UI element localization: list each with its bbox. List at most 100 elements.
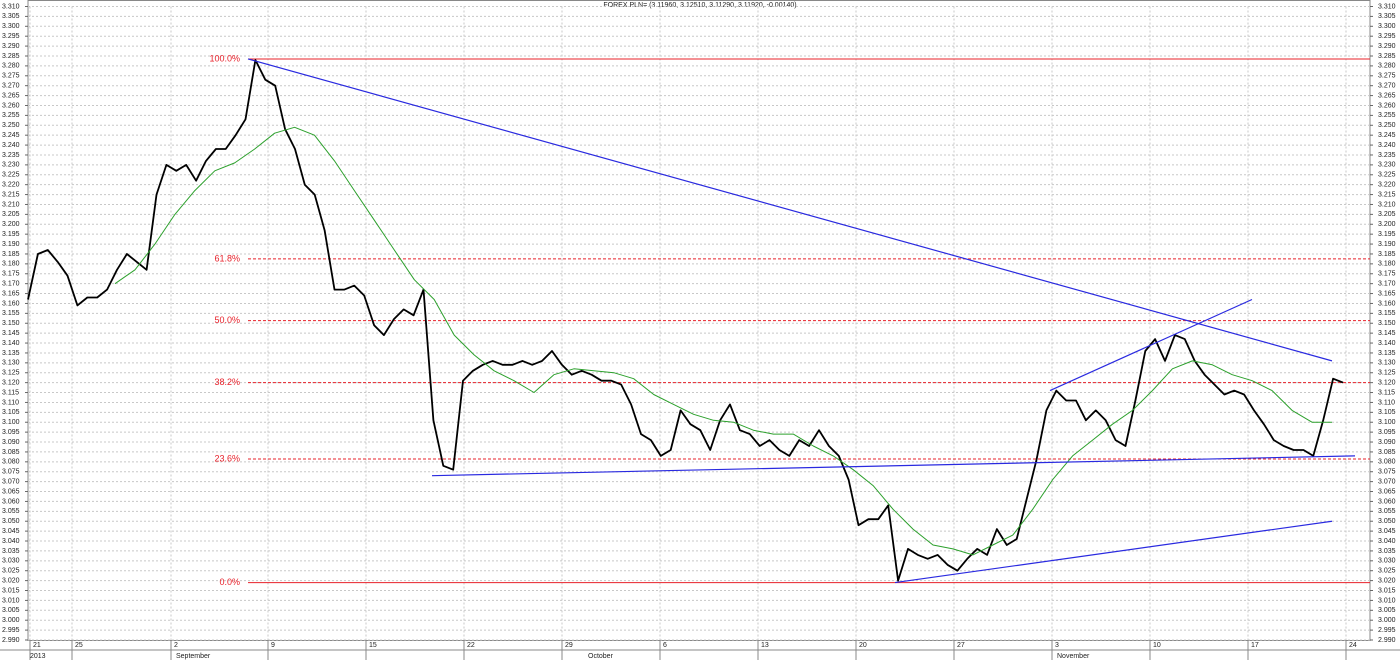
- fib-label: 100.0%: [209, 53, 240, 63]
- y-tick-label: 3.020: [2, 577, 20, 584]
- y-tick-label: 3.215: [1378, 191, 1396, 198]
- y-tick-label: 3.105: [1378, 409, 1396, 416]
- x-tick-label: 22: [467, 642, 475, 649]
- x-tick-label: 15: [369, 642, 377, 649]
- y-tick-label: 3.110: [2, 399, 19, 406]
- y-tick-label: 3.185: [1378, 251, 1396, 258]
- fib-label: 38.2%: [214, 377, 240, 387]
- y-tick-label: 3.180: [2, 261, 20, 268]
- x-tick-label: 6: [663, 642, 667, 649]
- y-tick-label: 3.275: [1378, 73, 1396, 80]
- y-tick-label: 2.995: [2, 627, 20, 634]
- y-tick-label: 3.250: [2, 122, 20, 129]
- y-tick-label: 3.010: [1378, 597, 1396, 604]
- y-tick-label: 3.220: [1378, 182, 1396, 189]
- y-tick-label: 3.090: [2, 439, 20, 446]
- y-tick-label: 3.080: [2, 459, 20, 466]
- month-label: 2013: [30, 653, 46, 660]
- y-tick-label: 3.280: [2, 63, 20, 70]
- y-tick-label: 3.145: [1378, 330, 1396, 337]
- y-tick-label: 3.095: [2, 429, 20, 436]
- y-tick-label: 3.155: [1378, 310, 1396, 317]
- x-tick-label: 13: [761, 642, 769, 649]
- y-tick-label: 3.025: [1378, 568, 1396, 575]
- y-tick-label: 3.030: [2, 558, 20, 565]
- y-tick-label: 3.140: [1378, 340, 1396, 347]
- y-tick-label: 3.000: [2, 617, 20, 624]
- y-tick-label: 3.195: [2, 231, 20, 238]
- y-tick-label: 3.205: [1378, 211, 1396, 218]
- trendline: [431, 455, 1356, 477]
- fib-label: 61.8%: [214, 253, 240, 263]
- x-tick-label: 3: [1055, 642, 1059, 649]
- fib-label: 0.0%: [219, 577, 240, 587]
- y-tick-label: 3.210: [1378, 201, 1396, 208]
- y-tick-label: 3.185: [2, 251, 20, 258]
- x-tick-label: 24: [1349, 642, 1357, 649]
- y-tick-label: 3.200: [2, 221, 20, 228]
- y-tick-label: 3.295: [1378, 33, 1396, 40]
- y-tick-label: 3.025: [2, 568, 20, 575]
- y-tick-label: 3.060: [1378, 498, 1396, 505]
- month-label: September: [176, 653, 211, 660]
- x-tick-label: 20: [859, 642, 867, 649]
- y-tick-label: 3.230: [1378, 162, 1396, 169]
- y-tick-label: 3.150: [1378, 320, 1396, 327]
- moving-average: [114, 126, 1332, 556]
- y-tick-label: 3.075: [2, 469, 20, 476]
- chart-title: FOREX PLN= (3.11960, 3.12510, 3.11290, 3…: [603, 2, 796, 9]
- y-tick-label: 3.115: [2, 389, 19, 396]
- y-tick-label: 2.990: [2, 637, 20, 644]
- y-tick-label: 3.145: [2, 330, 20, 337]
- y-tick-label: 3.035: [2, 548, 20, 555]
- y-tick-label: 3.285: [2, 53, 20, 60]
- y-tick-label: 3.215: [2, 191, 20, 198]
- y-tick-label: 3.100: [2, 419, 20, 426]
- y-tick-label: 3.130: [1378, 360, 1396, 367]
- x-tick-label: 21: [33, 642, 41, 649]
- y-tick-label: 3.280: [1378, 63, 1396, 70]
- trendline: [1049, 298, 1253, 392]
- y-tick-label: 2.995: [1378, 627, 1396, 634]
- month-label: November: [1057, 653, 1090, 660]
- y-tick-label: 3.260: [1378, 102, 1396, 109]
- y-tick-label: 3.250: [1378, 122, 1396, 129]
- y-tick-label: 3.015: [2, 587, 20, 594]
- y-tick-label: 3.240: [2, 142, 20, 149]
- y-tick-label: 3.005: [2, 607, 20, 614]
- y-tick-label: 3.310: [2, 3, 20, 10]
- y-tick-label: 3.290: [2, 43, 20, 50]
- y-tick-label: 3.115: [1378, 389, 1395, 396]
- y-tick-label: 3.070: [1378, 478, 1396, 485]
- y-tick-label: 3.235: [2, 152, 20, 159]
- y-tick-label: 3.000: [1378, 617, 1396, 624]
- y-tick-label: 3.120: [2, 379, 20, 386]
- y-tick-label: 3.065: [1378, 488, 1396, 495]
- trendline: [894, 520, 1333, 584]
- fib-label: 23.6%: [214, 453, 240, 463]
- y-tick-label: 3.090: [1378, 439, 1396, 446]
- x-tick-label: 2: [174, 642, 178, 649]
- y-tick-label: 3.170: [1378, 281, 1396, 288]
- y-tick-label: 3.270: [1378, 83, 1396, 90]
- y-tick-label: 3.175: [2, 271, 20, 278]
- y-tick-label: 3.040: [1378, 538, 1396, 545]
- y-tick-label: 3.290: [1378, 43, 1396, 50]
- y-tick-label: 3.095: [1378, 429, 1396, 436]
- x-tick-label: 29: [565, 642, 573, 649]
- y-tick-label: 3.275: [2, 73, 20, 80]
- y-tick-label: 3.030: [1378, 558, 1396, 565]
- y-tick-label: 3.045: [2, 528, 20, 535]
- y-tick-label: 3.285: [1378, 53, 1396, 60]
- y-tick-label: 3.050: [1378, 518, 1396, 525]
- y-tick-label: 3.035: [1378, 548, 1396, 555]
- y-tick-label: 3.120: [1378, 379, 1396, 386]
- y-tick-label: 3.065: [2, 488, 20, 495]
- y-tick-label: 3.160: [2, 300, 20, 307]
- y-tick-label: 3.070: [2, 478, 20, 485]
- y-tick-label: 3.075: [1378, 469, 1396, 476]
- x-tick-label: 17: [1251, 642, 1259, 649]
- y-tick-label: 3.245: [1378, 132, 1396, 139]
- trendline: [247, 58, 1333, 362]
